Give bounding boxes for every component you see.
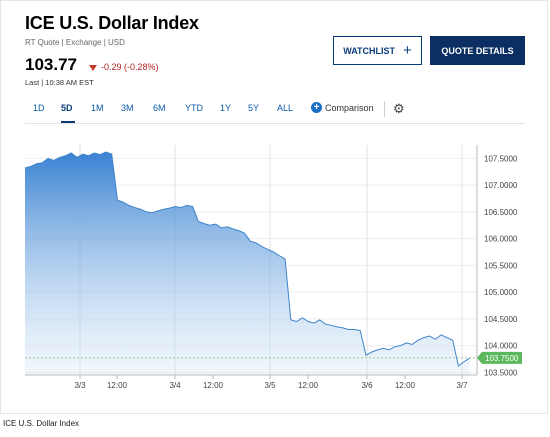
last-price: 103.77 xyxy=(25,55,77,74)
y-tick-label: 106.5000 xyxy=(484,208,518,217)
tab-1d[interactable]: 1D xyxy=(33,103,45,113)
x-tick-label: 12:00 xyxy=(107,381,128,390)
x-tick-label: 3/5 xyxy=(264,381,276,390)
x-tick-label: 3/7 xyxy=(456,381,468,390)
tab-all[interactable]: ALL xyxy=(277,103,294,113)
tabs-divider xyxy=(25,123,525,124)
watchlist-button[interactable]: WATCHLIST + xyxy=(333,36,422,65)
active-tab-indicator xyxy=(61,121,75,123)
down-triangle-icon xyxy=(89,64,97,71)
y-tick-label: 103.5000 xyxy=(484,368,518,377)
chart-card xyxy=(0,0,548,414)
tab-5y[interactable]: 5Y xyxy=(248,103,260,113)
chart-caption: ICE U.S. Dollar Index xyxy=(3,419,80,428)
price-tag-label: 103.7500 xyxy=(485,354,519,363)
x-tick-label: 3/6 xyxy=(361,381,373,390)
x-tick-label: 12:00 xyxy=(298,381,319,390)
comparison-label: Comparison xyxy=(325,102,374,113)
x-tick-label: 12:00 xyxy=(203,381,224,390)
series-area xyxy=(25,152,470,375)
plus-circle-icon: + xyxy=(311,102,322,113)
x-axis-labels: 3/3 12:00 3/4 12:00 3/5 12:00 3/6 12:00 3/7 xyxy=(74,375,468,390)
x-tick-label: 3/3 xyxy=(74,381,86,390)
y-tick-label: 106.0000 xyxy=(484,235,518,244)
comparison-button[interactable]: + Comparison xyxy=(311,102,374,113)
series-line xyxy=(24,151,471,367)
gear-icon[interactable]: ⚙ xyxy=(393,101,405,116)
quote-source-info: RT Quote | Exchange | USD xyxy=(25,38,125,47)
x-tick-label: 3/4 xyxy=(169,381,181,390)
current-price-tag: 103.7500 xyxy=(25,351,522,364)
price-tag-box xyxy=(477,351,522,364)
y-tick-label: 105.0000 xyxy=(484,288,518,297)
quote-details-button[interactable]: QUOTE DETAILS xyxy=(430,36,525,65)
price-change-text: -0.29 (-0.28%) xyxy=(101,62,159,72)
tab-ytd[interactable]: YTD xyxy=(185,103,203,113)
price-chart[interactable]: 103.5000 104.0000 104.5000 105.0000 105.5000… xyxy=(0,0,550,414)
tab-1y[interactable]: 1Y xyxy=(220,103,232,113)
tab-3m[interactable]: 3M xyxy=(121,103,134,113)
toolbar-divider xyxy=(384,101,385,117)
y-tick-label: 104.0000 xyxy=(484,342,518,351)
tab-6m[interactable]: 6M xyxy=(153,103,166,113)
page-title: ICE U.S. Dollar Index xyxy=(25,13,199,33)
price-change: -0.29 (-0.28%) xyxy=(89,62,159,72)
tab-1m[interactable]: 1M xyxy=(91,103,104,113)
y-axis-labels: 103.5000 104.0000 104.5000 105.0000 105.5000… xyxy=(484,154,518,377)
plus-icon: + xyxy=(403,42,412,59)
x-tick-label: 12:00 xyxy=(395,381,416,390)
tab-5d[interactable]: 5D xyxy=(61,103,73,113)
y-tick-label: 105.5000 xyxy=(484,261,518,270)
y-tick-label: 107.5000 xyxy=(484,154,518,163)
watchlist-label: WATCHLIST xyxy=(343,45,396,56)
quote-details-label: QUOTE DETAILS xyxy=(441,45,514,56)
y-tick-label: 107.0000 xyxy=(484,181,518,190)
last-updated: Last | 10:38 AM EST xyxy=(25,78,94,87)
y-tick-label: 104.5000 xyxy=(484,315,518,324)
